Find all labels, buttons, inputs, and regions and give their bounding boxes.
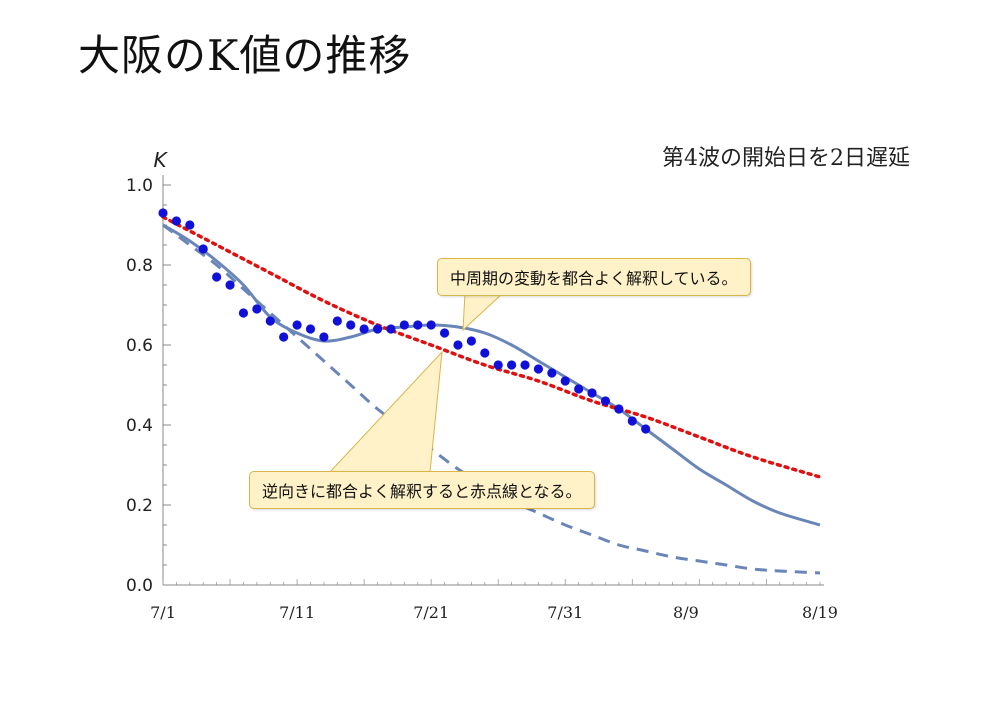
data-point — [265, 316, 275, 326]
data-point — [426, 320, 436, 330]
data-point — [346, 320, 356, 330]
data-point — [319, 332, 329, 342]
data-point — [359, 324, 369, 334]
data-point — [507, 360, 517, 370]
data-point — [439, 328, 450, 338]
data-point — [493, 360, 503, 370]
data-point — [252, 304, 262, 314]
data-point — [185, 220, 195, 230]
data-point — [399, 320, 409, 330]
data-point — [171, 216, 182, 226]
x-tick-label: 7/31 — [547, 603, 583, 622]
data-point — [560, 376, 570, 386]
y-tick-label: 0.8 — [126, 256, 153, 276]
y-tick-label: 0.0 — [126, 576, 153, 596]
data-point — [574, 384, 584, 394]
callout-reverse-note: 逆向きに都合よく解釈すると赤点線となる。 — [249, 471, 595, 509]
data-point — [520, 360, 530, 370]
callout-pointer-lower — [328, 350, 443, 473]
data-point — [453, 340, 463, 350]
y-tick-label: 0.4 — [126, 416, 153, 436]
data-point — [225, 280, 235, 290]
data-point — [547, 368, 557, 378]
x-tick-label: 7/11 — [279, 603, 315, 622]
y-tick-label: 0.6 — [126, 336, 153, 356]
data-point — [466, 336, 476, 346]
data-point — [480, 348, 490, 358]
data-point — [238, 308, 249, 318]
y-axis-label: K — [153, 148, 168, 172]
x-tick-label: 7/1 — [150, 603, 176, 622]
data-point — [332, 316, 342, 326]
x-tick-label: 7/21 — [413, 603, 449, 622]
data-point — [600, 396, 611, 406]
baseline-decay-line — [162, 223, 821, 575]
callout-pointer-upper — [462, 292, 505, 332]
data-point — [413, 320, 423, 330]
y-tick-label: 0.2 — [126, 496, 153, 516]
data-point — [279, 332, 289, 342]
page-title: 大阪のK値の推移 — [78, 31, 412, 80]
x-tick-label: 8/9 — [673, 603, 699, 622]
data-point — [212, 272, 222, 282]
data-point — [614, 404, 624, 414]
data-point — [641, 424, 651, 434]
chart-subtitle: 第4波の開始日を2日遅延 — [662, 146, 910, 171]
data-point — [627, 416, 637, 426]
data-point — [372, 324, 383, 334]
data-point — [158, 208, 168, 218]
data-point — [587, 388, 597, 398]
y-tick-label: 1.0 — [126, 176, 153, 196]
data-point — [292, 320, 302, 330]
x-tick-label: 8/19 — [802, 603, 838, 622]
data-point — [198, 244, 208, 254]
callout-oscillation-note: 中周期の変動を都合よく解釈している。 — [437, 258, 751, 296]
data-point — [386, 324, 396, 334]
data-point — [305, 324, 316, 334]
reverse-interpretation-line — [161, 215, 822, 479]
data-point — [533, 364, 544, 374]
